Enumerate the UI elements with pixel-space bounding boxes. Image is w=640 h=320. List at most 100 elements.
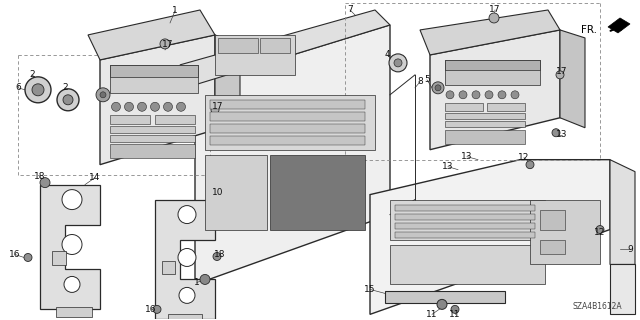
- Circle shape: [211, 106, 219, 114]
- Text: 2: 2: [62, 83, 68, 92]
- Circle shape: [125, 102, 134, 111]
- Bar: [395, 232, 535, 237]
- Bar: [110, 65, 198, 93]
- Text: 18: 18: [214, 250, 226, 259]
- Text: 13: 13: [556, 130, 568, 139]
- Circle shape: [526, 161, 534, 169]
- Bar: [445, 60, 540, 85]
- Bar: [445, 130, 525, 144]
- Text: 10: 10: [212, 188, 224, 197]
- Circle shape: [32, 84, 44, 96]
- Bar: [168, 314, 202, 320]
- Bar: [205, 155, 267, 229]
- Bar: [218, 38, 258, 53]
- Polygon shape: [180, 10, 390, 85]
- Bar: [390, 200, 545, 239]
- Circle shape: [485, 91, 493, 99]
- Text: 11: 11: [426, 310, 438, 319]
- Bar: [445, 103, 483, 111]
- Text: FR.: FR.: [581, 25, 597, 35]
- Bar: [395, 213, 535, 220]
- Circle shape: [451, 305, 459, 313]
- Circle shape: [62, 235, 82, 254]
- Circle shape: [511, 91, 519, 99]
- Text: 16: 16: [9, 250, 20, 259]
- Circle shape: [163, 102, 173, 111]
- Text: 1: 1: [172, 6, 178, 15]
- Polygon shape: [430, 30, 560, 150]
- Circle shape: [25, 77, 51, 103]
- Text: 9: 9: [627, 245, 633, 254]
- Polygon shape: [610, 160, 635, 264]
- Circle shape: [40, 178, 50, 188]
- Circle shape: [63, 95, 73, 105]
- Bar: [210, 136, 365, 145]
- Bar: [270, 155, 365, 229]
- Bar: [56, 308, 92, 317]
- Circle shape: [432, 82, 444, 94]
- Circle shape: [178, 205, 196, 224]
- Circle shape: [596, 226, 604, 234]
- Circle shape: [57, 89, 79, 111]
- Bar: [210, 112, 365, 121]
- Bar: [110, 144, 195, 158]
- Circle shape: [138, 102, 147, 111]
- Bar: [110, 126, 195, 133]
- Polygon shape: [610, 264, 635, 314]
- Text: 17: 17: [163, 40, 173, 49]
- Polygon shape: [215, 35, 240, 148]
- Bar: [395, 204, 535, 211]
- Bar: [395, 222, 535, 228]
- Bar: [110, 135, 195, 142]
- Bar: [155, 115, 195, 124]
- Circle shape: [437, 300, 447, 309]
- Bar: [385, 292, 505, 303]
- Text: 12: 12: [518, 153, 530, 162]
- Circle shape: [62, 190, 82, 210]
- Text: 4: 4: [384, 50, 390, 60]
- Circle shape: [394, 59, 402, 67]
- Circle shape: [200, 275, 210, 284]
- Circle shape: [178, 249, 196, 267]
- Text: 7: 7: [347, 5, 353, 14]
- Bar: [205, 95, 375, 150]
- Text: 8: 8: [417, 77, 423, 86]
- Polygon shape: [560, 30, 585, 128]
- Text: 13: 13: [442, 162, 454, 171]
- Bar: [210, 100, 365, 109]
- Circle shape: [489, 13, 499, 23]
- Text: 12: 12: [595, 228, 605, 237]
- Circle shape: [498, 91, 506, 99]
- Bar: [445, 121, 525, 127]
- Circle shape: [153, 305, 161, 313]
- Text: 11: 11: [449, 310, 461, 319]
- Bar: [390, 244, 545, 284]
- Circle shape: [213, 252, 221, 260]
- Circle shape: [150, 102, 159, 111]
- Polygon shape: [100, 35, 215, 165]
- Circle shape: [96, 88, 110, 102]
- Text: 17: 17: [489, 5, 500, 14]
- Text: 14: 14: [90, 173, 100, 182]
- Text: 18: 18: [35, 172, 45, 181]
- Bar: [110, 115, 150, 124]
- Bar: [162, 261, 175, 275]
- Bar: [260, 38, 290, 53]
- Bar: [487, 103, 525, 111]
- Circle shape: [472, 91, 480, 99]
- Circle shape: [389, 54, 407, 72]
- Polygon shape: [608, 18, 630, 33]
- Bar: [110, 65, 198, 77]
- Bar: [215, 35, 295, 75]
- Circle shape: [459, 91, 467, 99]
- Bar: [445, 113, 525, 119]
- Bar: [540, 210, 565, 229]
- Circle shape: [556, 71, 564, 79]
- Polygon shape: [370, 160, 610, 314]
- Circle shape: [64, 276, 80, 292]
- Circle shape: [446, 91, 454, 99]
- Bar: [530, 200, 600, 264]
- Circle shape: [100, 92, 106, 98]
- Circle shape: [160, 39, 170, 49]
- Circle shape: [435, 85, 441, 91]
